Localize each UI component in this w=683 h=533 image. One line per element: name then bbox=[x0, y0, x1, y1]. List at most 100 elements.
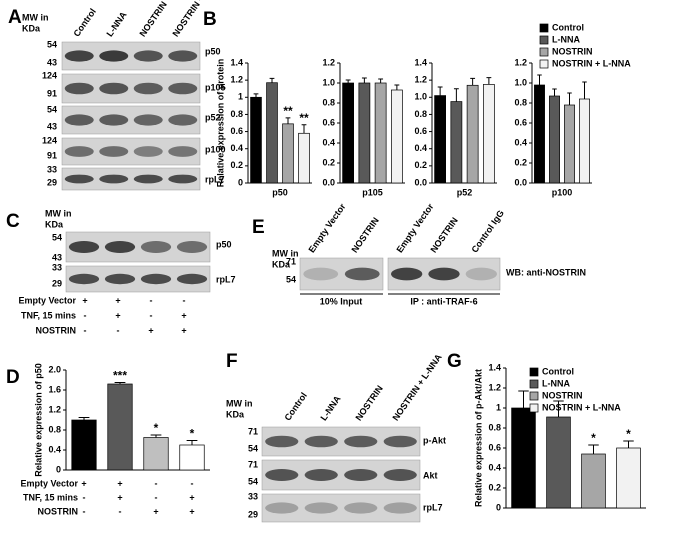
error-bar bbox=[588, 444, 599, 454]
condition-sign: + bbox=[115, 310, 120, 320]
panel-letter: C bbox=[6, 211, 20, 232]
y-tick-label: 0.2 bbox=[488, 482, 501, 492]
condition-name: NOSTRIN bbox=[36, 325, 77, 335]
mw-marker: 29 bbox=[248, 509, 258, 519]
bar bbox=[483, 84, 495, 184]
y-tick-label: 1.0 bbox=[514, 77, 527, 87]
condition-sign: + bbox=[181, 325, 186, 335]
condition-sign: + bbox=[117, 492, 122, 502]
bar bbox=[616, 447, 641, 509]
blot-band bbox=[64, 146, 94, 157]
legend-label: NOSTRIN + L-NNA bbox=[552, 58, 631, 68]
y-tick-label: 1.4 bbox=[230, 57, 243, 67]
y-tick-label: 0.2 bbox=[322, 157, 335, 167]
protein-name: rpL7 bbox=[216, 274, 236, 284]
y-tick-label: 1.4 bbox=[488, 362, 501, 372]
bar bbox=[534, 84, 545, 184]
legend-swatch bbox=[539, 35, 549, 45]
blot-band bbox=[99, 146, 129, 157]
bar bbox=[71, 419, 97, 471]
significance: *** bbox=[113, 369, 127, 383]
blot-band bbox=[428, 267, 460, 281]
error-bar bbox=[453, 88, 459, 102]
mw-marker: 54 bbox=[248, 443, 258, 453]
blot-band bbox=[344, 502, 378, 514]
blot-strip bbox=[61, 167, 201, 191]
y-tick-label: 0.4 bbox=[230, 143, 243, 153]
protein-name: p50 bbox=[205, 46, 221, 56]
protein-name: p50 bbox=[216, 239, 232, 249]
lane-label: NOSTRIN bbox=[428, 216, 459, 255]
y-tick-label: 0.2 bbox=[514, 157, 527, 167]
x-axis-label: p100 bbox=[552, 187, 573, 197]
y-tick-label: 0.4 bbox=[322, 137, 335, 147]
label: MW in bbox=[272, 248, 299, 258]
condition-name: Empty Vector bbox=[18, 295, 76, 305]
blot-band bbox=[168, 50, 198, 62]
y-tick-label: 0.4 bbox=[488, 462, 501, 472]
panel-letter: D bbox=[6, 367, 20, 388]
condition-sign: - bbox=[84, 325, 87, 335]
protein-name: p105 bbox=[205, 82, 226, 92]
blot-band bbox=[68, 273, 100, 285]
bar bbox=[298, 132, 310, 184]
bar bbox=[511, 407, 536, 509]
condition-sign: - bbox=[117, 325, 120, 335]
condition-sign: + bbox=[115, 295, 120, 305]
protein-name: p52 bbox=[205, 112, 221, 122]
error-bar bbox=[537, 74, 542, 85]
x-axis-label: p50 bbox=[272, 187, 288, 197]
blot-band bbox=[304, 502, 338, 514]
significance: * bbox=[154, 421, 159, 435]
blot-band bbox=[383, 469, 417, 481]
condition-sign: - bbox=[84, 310, 87, 320]
condition-sign: + bbox=[153, 506, 158, 516]
protein-name: rpL7 bbox=[205, 174, 225, 184]
bar bbox=[266, 82, 278, 184]
blot-band bbox=[140, 241, 172, 253]
y-tick-label: 0.0 bbox=[514, 177, 527, 187]
lane-label: Empty Vector bbox=[306, 201, 347, 254]
y-tick-label: 0.8 bbox=[48, 424, 61, 434]
mw-marker: 43 bbox=[47, 57, 57, 67]
blot-band bbox=[168, 82, 198, 95]
label: KDa bbox=[22, 23, 41, 33]
protein-name: p100 bbox=[205, 144, 226, 154]
blot-band bbox=[304, 469, 338, 481]
blot-band bbox=[390, 267, 423, 281]
y-tick-label: 0 bbox=[496, 502, 501, 512]
blot-band bbox=[383, 502, 417, 514]
y-tick-label: 0.8 bbox=[488, 422, 501, 432]
y-tick-label: 0.8 bbox=[230, 109, 243, 119]
y-axis-label: Relative expression of p50 bbox=[33, 363, 43, 477]
y-tick-label: 0.8 bbox=[514, 97, 527, 107]
blot-band bbox=[99, 174, 129, 184]
x-axis-label: p105 bbox=[362, 187, 383, 197]
lane-label: Control IgG bbox=[469, 208, 506, 254]
y-tick-label: 1.2 bbox=[48, 404, 61, 414]
error-bar bbox=[378, 78, 384, 83]
y-tick-label: 0.8 bbox=[322, 97, 335, 107]
bar bbox=[179, 444, 205, 471]
error-bar bbox=[470, 77, 476, 86]
mw-marker: 29 bbox=[52, 278, 62, 288]
bar bbox=[549, 95, 560, 184]
panel-letter: G bbox=[447, 351, 462, 372]
error-bar bbox=[345, 79, 351, 83]
panel-letter: F bbox=[226, 351, 238, 372]
condition-sign: + bbox=[189, 506, 194, 516]
panel-letter: E bbox=[252, 217, 265, 238]
mw-marker: 54 bbox=[248, 476, 258, 486]
condition-sign: - bbox=[83, 492, 86, 502]
mw-marker: 71 bbox=[248, 426, 258, 436]
bar bbox=[546, 416, 571, 509]
y-tick-label: 0.4 bbox=[48, 444, 61, 454]
blot-band bbox=[99, 82, 129, 95]
bar bbox=[282, 123, 294, 184]
error-bar bbox=[269, 77, 275, 83]
lane-label: Control bbox=[282, 391, 309, 423]
mw-marker: 54 bbox=[47, 39, 57, 49]
label: MW in bbox=[226, 398, 253, 408]
legend-swatch bbox=[539, 47, 549, 57]
